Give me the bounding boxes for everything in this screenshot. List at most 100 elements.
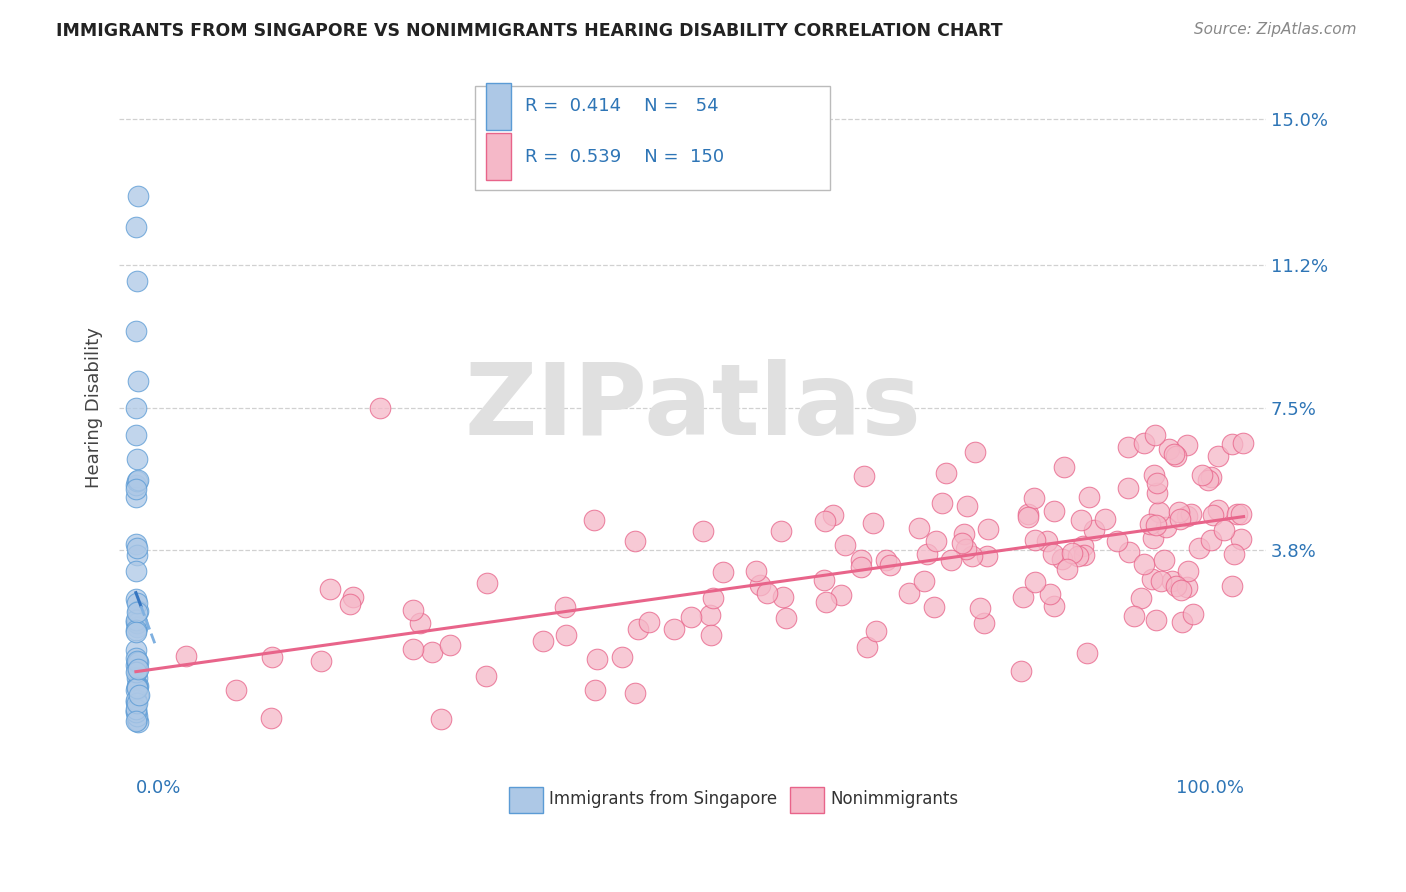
Point	[898, 586, 921, 600]
Point	[1220, 579, 1243, 593]
Point	[1170, 583, 1192, 598]
FancyBboxPatch shape	[475, 87, 830, 190]
Point	[813, 514, 835, 528]
Point	[924, 599, 946, 614]
Point	[125, 591, 148, 606]
Point	[1220, 437, 1243, 451]
Point	[875, 553, 897, 567]
Point	[953, 526, 976, 541]
Point	[1070, 513, 1092, 527]
Point	[401, 642, 423, 657]
Point	[127, 709, 149, 723]
Point	[623, 534, 645, 549]
Point	[865, 624, 887, 638]
Point	[1212, 524, 1234, 538]
Point	[1146, 486, 1168, 500]
Point	[1077, 490, 1099, 504]
Point	[1066, 549, 1088, 563]
Point	[127, 679, 149, 693]
Point	[339, 597, 361, 611]
Point	[1154, 519, 1177, 533]
Point	[679, 609, 702, 624]
Point	[1229, 533, 1251, 547]
Point	[1060, 546, 1083, 560]
Y-axis label: Hearing Disability: Hearing Disability	[86, 327, 103, 488]
Point	[125, 474, 148, 488]
Text: R =  0.414    N =   54: R = 0.414 N = 54	[524, 97, 718, 115]
Point	[1175, 509, 1198, 524]
Point	[430, 712, 453, 726]
Point	[125, 697, 148, 711]
Point	[1024, 574, 1046, 589]
Point	[935, 466, 957, 480]
Point	[1133, 436, 1156, 450]
Point	[692, 524, 714, 538]
Point	[756, 586, 779, 600]
Point	[815, 595, 838, 609]
Point	[125, 672, 148, 686]
Point	[1142, 572, 1164, 586]
Point	[612, 650, 634, 665]
Point	[749, 578, 772, 592]
Point	[259, 711, 281, 725]
Point	[1206, 449, 1229, 463]
Point	[127, 189, 149, 203]
Text: Nonimmigrants: Nonimmigrants	[830, 790, 959, 808]
Point	[125, 705, 148, 719]
Point	[260, 650, 283, 665]
Point	[1144, 518, 1167, 533]
Point	[1177, 564, 1199, 578]
Point	[1017, 510, 1039, 524]
Point	[700, 627, 723, 641]
Point	[125, 537, 148, 551]
Point	[125, 704, 148, 718]
Point	[745, 565, 768, 579]
Point	[1024, 533, 1046, 547]
Point	[554, 628, 576, 642]
Point	[853, 469, 876, 483]
Point	[1199, 469, 1222, 483]
Point	[127, 452, 149, 467]
Point	[851, 559, 873, 574]
Point	[1144, 613, 1167, 627]
Point	[1188, 541, 1211, 555]
Point	[554, 600, 576, 615]
Point	[1011, 590, 1033, 604]
Text: Immigrants from Singapore: Immigrants from Singapore	[550, 790, 778, 808]
Point	[125, 681, 148, 695]
Point	[941, 553, 963, 567]
Point	[583, 683, 606, 698]
Point	[856, 640, 879, 655]
Point	[770, 524, 793, 539]
Point	[125, 401, 148, 415]
Point	[368, 401, 391, 415]
Point	[1042, 547, 1064, 561]
Point	[960, 549, 983, 563]
Point	[1056, 562, 1078, 576]
Point	[915, 547, 938, 561]
Point	[127, 604, 149, 618]
Point	[125, 695, 148, 709]
Point	[128, 688, 150, 702]
Point	[1199, 533, 1222, 547]
Point	[531, 633, 554, 648]
Point	[125, 482, 148, 496]
Point	[1036, 533, 1059, 548]
Point	[969, 601, 991, 615]
Point	[420, 645, 443, 659]
Bar	[486, 83, 512, 130]
Point	[125, 596, 148, 610]
Point	[127, 473, 149, 487]
Point	[1222, 547, 1244, 561]
Point	[309, 654, 332, 668]
Point	[1118, 545, 1140, 559]
Point	[127, 690, 149, 704]
Bar	[509, 788, 544, 813]
Point	[821, 508, 844, 523]
Point	[127, 374, 149, 388]
Point	[1130, 591, 1153, 606]
Point	[1177, 438, 1199, 452]
Point	[127, 274, 149, 288]
Point	[1159, 442, 1181, 456]
Point	[976, 549, 998, 564]
